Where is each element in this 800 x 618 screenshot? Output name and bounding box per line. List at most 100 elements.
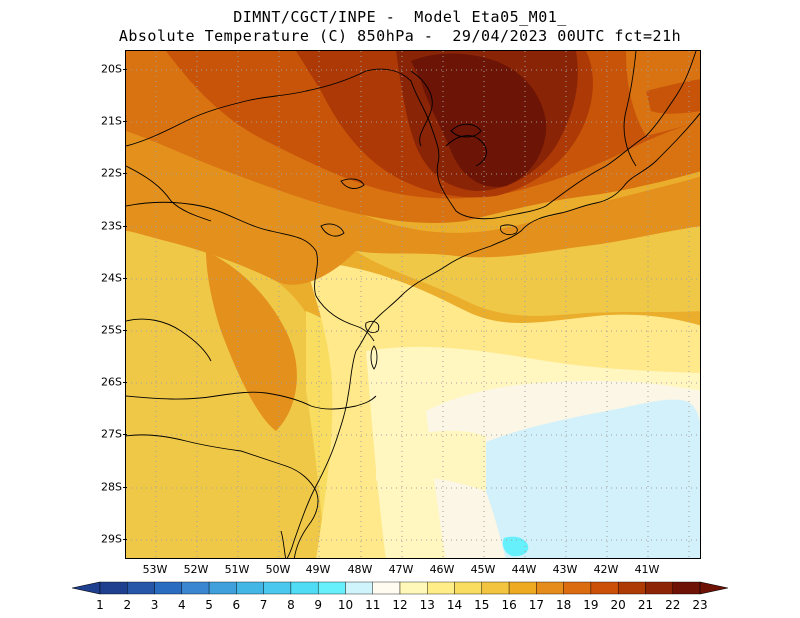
latitude-tick	[123, 226, 127, 227]
latitude-label: 28S	[101, 480, 122, 494]
latitude-label: 27S	[101, 427, 122, 441]
colorbar-swatch	[99, 581, 128, 595]
colorbar-swatch	[154, 581, 183, 595]
boundary-line	[286, 112, 700, 558]
boundary-line	[340, 178, 365, 189]
boundary-line	[450, 123, 482, 138]
latitude-tick	[123, 278, 127, 279]
colorbar-label: 3	[150, 598, 159, 612]
colorbar-label: 17	[528, 598, 544, 612]
map-title-line1: DIMNT/CGCT/INPE - Model Eta05_M01_	[233, 8, 567, 26]
colorbar-label: 5	[205, 598, 213, 612]
latitude-label: 23S	[101, 219, 122, 233]
latitude-label: 22S	[101, 166, 122, 180]
graticule-grid	[126, 51, 700, 558]
colorbar-label: 11	[365, 598, 381, 612]
longitude-label: 48W	[347, 563, 373, 576]
colorbar-label: 15	[474, 598, 490, 612]
temperature-map	[125, 50, 701, 559]
latitude-tick	[123, 121, 127, 122]
colorbar-swatch	[672, 581, 701, 595]
boundary-line	[320, 223, 345, 237]
colorbar-swatch	[481, 581, 510, 595]
boundary-line	[545, 51, 697, 207]
colorbar-label: 9	[314, 598, 322, 612]
colorbar-swatch	[563, 581, 592, 595]
colorbar-label: 8	[287, 598, 295, 612]
colorbar-swatch	[645, 581, 673, 595]
latitude-label: 21S	[101, 114, 122, 128]
longitude-label: 41W	[634, 563, 660, 576]
temperature-region	[206, 251, 297, 431]
colorbar-label: 14	[446, 598, 463, 612]
boundary-line	[126, 68, 547, 220]
latitude-tick	[123, 539, 127, 540]
latitude-tick	[123, 382, 127, 383]
latitude-tick	[123, 330, 127, 331]
temperature-region	[466, 399, 700, 558]
colorbar-swatch	[127, 581, 155, 595]
latitude-tick	[123, 434, 127, 435]
colorbar-label: 10	[337, 598, 354, 612]
colorbar-swatch	[372, 581, 401, 595]
colorbar-label: 20	[610, 598, 626, 612]
colorbar-swatch	[399, 581, 428, 595]
boundary-line	[126, 165, 212, 222]
colorbar-lower-arrow	[71, 581, 101, 595]
colorbar-swatch	[290, 581, 319, 595]
colorbar-label: 13	[419, 598, 435, 612]
colorbar-swatch	[508, 581, 537, 595]
colorbar-label: 2	[123, 598, 132, 612]
latitude-label: 25S	[101, 323, 122, 337]
boundary-line	[126, 434, 319, 558]
boundary-line	[365, 320, 380, 334]
colorbar-label: 19	[583, 598, 599, 612]
longitude-label: 46W	[429, 563, 455, 576]
longitude-label: 52W	[183, 563, 209, 576]
longitude-label: 53W	[142, 563, 168, 576]
boundary-line	[370, 345, 378, 370]
boundary-line	[126, 391, 377, 410]
colorbar-swatch	[536, 581, 564, 595]
colorbar-label: 6	[232, 598, 241, 612]
temperature-region	[126, 111, 700, 285]
boundary-line	[623, 51, 637, 167]
colorbar-swatch	[263, 581, 292, 595]
colorbar-label: 21	[637, 598, 654, 612]
boundary-line	[126, 201, 375, 342]
colorbar-swatch	[590, 581, 619, 595]
colorbar-swatch	[454, 581, 483, 595]
colorbar-label: 22	[665, 598, 681, 612]
colorbar-swatch	[345, 581, 373, 595]
colorbar-swatch	[427, 581, 455, 595]
colorbar-label: 16	[501, 598, 517, 612]
boundary-line	[410, 70, 433, 147]
longitude-label: 49W	[305, 563, 331, 576]
colorbar-upper-arrow	[699, 581, 729, 595]
colorbar-swatch	[617, 581, 646, 595]
longitude-label: 45W	[470, 563, 496, 576]
latitude-label: 24S	[101, 271, 122, 285]
longitude-label: 42W	[593, 563, 619, 576]
temperature-region	[356, 221, 700, 316]
colorbar-label: 12	[392, 598, 408, 612]
colorbar-label: 1	[96, 598, 104, 612]
colorbar-label: 23	[692, 598, 708, 612]
latitude-label: 20S	[101, 62, 122, 76]
map-canvas	[126, 51, 700, 558]
colorbar-swatch	[236, 581, 264, 595]
latitude-tick	[123, 487, 127, 488]
boundary-line	[500, 224, 518, 236]
latitude-label: 26S	[101, 375, 122, 389]
colorbar-swatch	[317, 581, 346, 595]
longitude-label: 51W	[224, 563, 250, 576]
map-title-line2: Absolute Temperature (C) 850hPa - 29/04/…	[118, 27, 682, 45]
temperature-region	[502, 536, 529, 557]
boundary-line	[445, 135, 487, 167]
colorbar-label: 7	[259, 598, 268, 612]
temperature-fill-layer	[126, 51, 700, 558]
temperature-region	[376, 430, 486, 491]
latitude-label: 29S	[101, 532, 122, 546]
coastline-borders	[126, 51, 700, 558]
longitude-label: 50W	[265, 563, 291, 576]
